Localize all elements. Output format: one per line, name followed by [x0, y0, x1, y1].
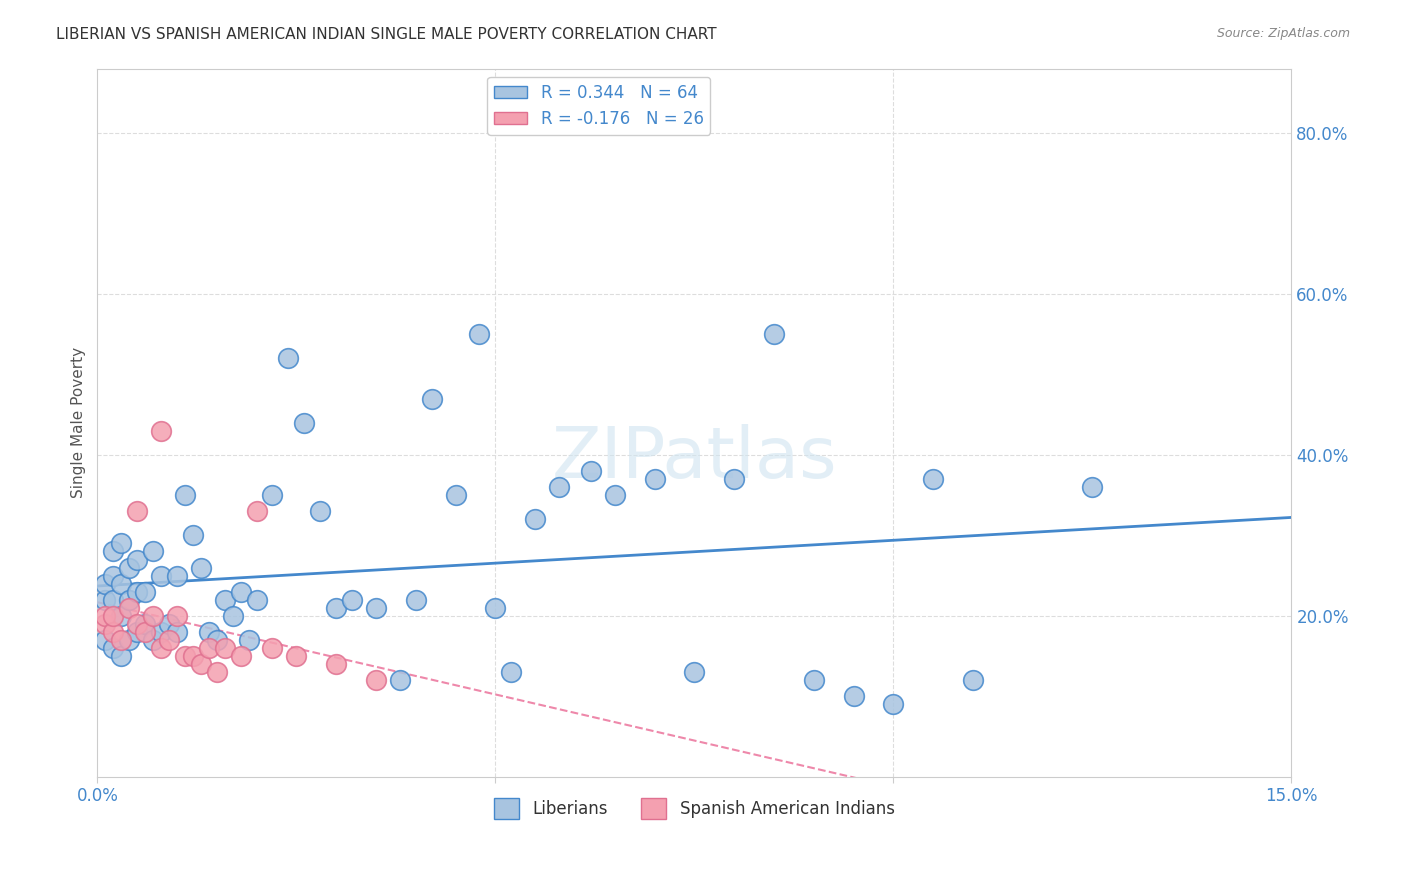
Point	[262, 641, 284, 656]
Point	[118, 633, 141, 648]
Point	[150, 624, 173, 639]
Point	[309, 504, 332, 518]
Point	[501, 665, 523, 680]
Legend: Liberians, Spanish American Indians: Liberians, Spanish American Indians	[488, 791, 901, 825]
Point	[134, 624, 156, 639]
Text: Source: ZipAtlas.com: Source: ZipAtlas.com	[1216, 27, 1350, 40]
Point	[644, 472, 666, 486]
Point	[205, 665, 228, 680]
Point	[229, 584, 252, 599]
Point	[603, 488, 626, 502]
Point	[166, 608, 188, 623]
Point	[181, 649, 204, 664]
Text: ZIPatlas: ZIPatlas	[551, 424, 837, 492]
Y-axis label: Single Male Poverty: Single Male Poverty	[72, 347, 86, 499]
Point	[245, 504, 267, 518]
Point	[214, 592, 236, 607]
Point	[285, 649, 308, 664]
Point	[118, 592, 141, 607]
Point	[214, 641, 236, 656]
Point	[221, 608, 243, 623]
Point	[190, 560, 212, 574]
Point	[484, 600, 506, 615]
Point	[292, 416, 315, 430]
Point	[110, 536, 132, 550]
Point	[142, 633, 165, 648]
Point	[723, 472, 745, 486]
Point	[1081, 480, 1104, 494]
Point	[127, 504, 149, 518]
Point	[205, 633, 228, 648]
Point	[803, 673, 825, 688]
Point	[579, 464, 602, 478]
Point	[882, 698, 904, 712]
Point	[245, 592, 267, 607]
Point	[94, 576, 117, 591]
Point	[174, 488, 197, 502]
Point	[103, 568, 125, 582]
Point	[94, 633, 117, 648]
Point	[127, 616, 149, 631]
Point	[157, 633, 180, 648]
Point	[142, 608, 165, 623]
Point	[103, 608, 125, 623]
Point	[683, 665, 706, 680]
Point	[118, 600, 141, 615]
Point	[468, 327, 491, 342]
Point	[103, 544, 125, 558]
Point	[157, 616, 180, 631]
Point	[277, 351, 299, 366]
Point	[325, 657, 347, 672]
Point	[166, 624, 188, 639]
Point	[94, 616, 117, 631]
Point	[134, 616, 156, 631]
Point	[405, 592, 427, 607]
Point	[763, 327, 786, 342]
Point	[842, 690, 865, 704]
Text: LIBERIAN VS SPANISH AMERICAN INDIAN SINGLE MALE POVERTY CORRELATION CHART: LIBERIAN VS SPANISH AMERICAN INDIAN SING…	[56, 27, 717, 42]
Point	[110, 576, 132, 591]
Point	[229, 649, 252, 664]
Point	[962, 673, 984, 688]
Point	[548, 480, 571, 494]
Point	[94, 608, 117, 623]
Point	[103, 641, 125, 656]
Point	[110, 649, 132, 664]
Point	[150, 641, 173, 656]
Point	[190, 657, 212, 672]
Point	[127, 552, 149, 566]
Point	[166, 568, 188, 582]
Point	[198, 641, 221, 656]
Point	[127, 624, 149, 639]
Point	[103, 592, 125, 607]
Point	[364, 673, 387, 688]
Point	[238, 633, 260, 648]
Point	[181, 528, 204, 542]
Point	[127, 584, 149, 599]
Point	[134, 584, 156, 599]
Point	[364, 600, 387, 615]
Point	[420, 392, 443, 406]
Point	[150, 568, 173, 582]
Point	[118, 560, 141, 574]
Point	[198, 624, 221, 639]
Point	[524, 512, 547, 526]
Point	[174, 649, 197, 664]
Point	[388, 673, 411, 688]
Point	[103, 624, 125, 639]
Point	[262, 488, 284, 502]
Point	[142, 544, 165, 558]
Point	[922, 472, 945, 486]
Point	[110, 608, 132, 623]
Point	[325, 600, 347, 615]
Point	[340, 592, 363, 607]
Point	[94, 592, 117, 607]
Point	[150, 424, 173, 438]
Point	[444, 488, 467, 502]
Point	[110, 633, 132, 648]
